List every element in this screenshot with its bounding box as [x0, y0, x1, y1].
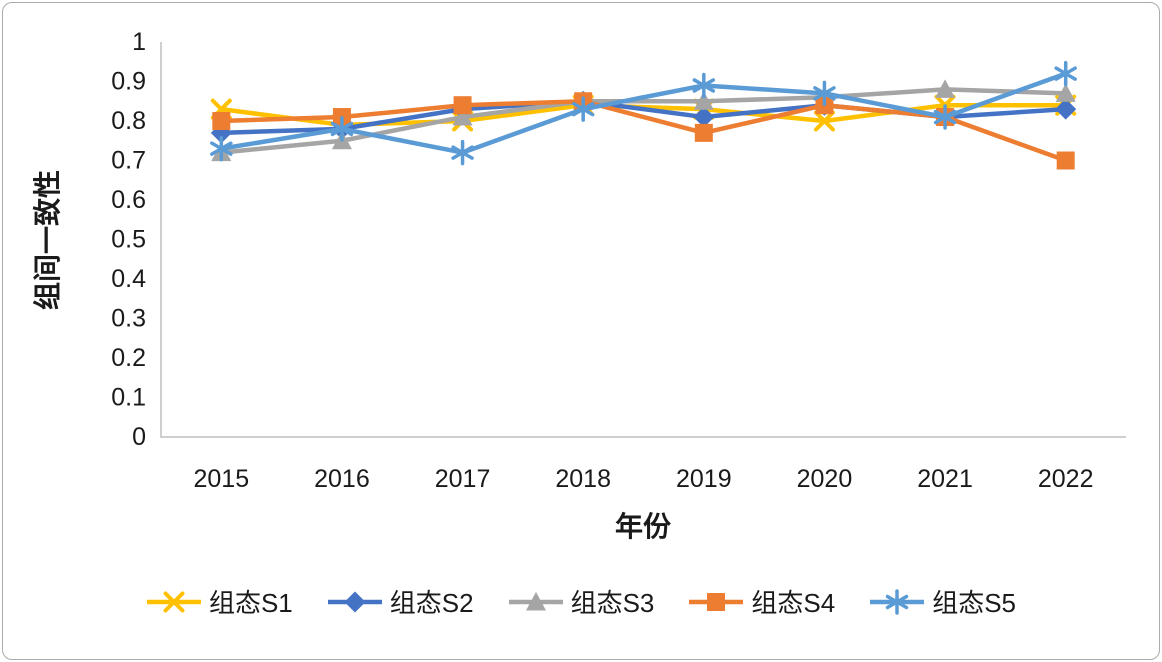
legend-swatch [327, 591, 382, 612]
legend-item-5: 组态S5 [869, 583, 1016, 620]
y-tick-label: 0.6 [111, 186, 146, 214]
x-tick-label: 2019 [676, 465, 732, 493]
triangle-marker [1055, 83, 1076, 102]
y-tick-label: 0.7 [111, 147, 146, 175]
diamond-marker [344, 591, 366, 612]
asterisk-marker [885, 588, 909, 615]
series-line [220, 71, 1067, 155]
legend-item-2: 组态S2 [327, 583, 474, 620]
square-marker [707, 592, 726, 611]
diamond-marker [1055, 98, 1077, 120]
legend-item-1: 组态S1 [146, 583, 293, 620]
square-marker [453, 96, 472, 115]
x-tick-label: 2020 [797, 465, 853, 493]
series-line [221, 87, 1066, 155]
y-tick-label: 0.5 [111, 226, 146, 254]
legend-item-3: 组态S3 [508, 583, 655, 620]
x-tick-label: 2015 [194, 465, 250, 493]
diamond-marker [693, 106, 715, 128]
legend: 组态S1 组态S2 组态S3 组态S4 组态S5 [0, 583, 1162, 620]
y-tick-label: 0.3 [111, 305, 146, 333]
square-marker [694, 123, 713, 142]
square-marker [1056, 151, 1075, 170]
y-tick-label: 0.8 [111, 107, 146, 135]
asterisk-marker [1054, 60, 1077, 87]
asterisk-marker [813, 80, 836, 107]
square-marker [212, 112, 231, 130]
legend-label: 组态S2 [389, 588, 474, 618]
asterisk-marker [692, 72, 716, 99]
asterisk-marker [210, 135, 233, 162]
legend-label: 组态S4 [751, 588, 836, 618]
triangle-marker [693, 91, 714, 110]
y-tick-label: 0 [132, 423, 146, 451]
triangle-marker [452, 107, 473, 126]
legend-label: 组态S1 [208, 588, 293, 618]
x-tick-label: 2022 [1038, 465, 1094, 493]
triangle-marker [935, 79, 956, 98]
y-tick-label: 0.9 [111, 68, 146, 96]
series-5 [210, 60, 1077, 166]
plot-area: 0 0.1 0.2 0.3 0.4 0.5 0.6 0.7 0.8 0.9 1 2015 2016 201… [111, 28, 1126, 493]
asterisk-marker [451, 139, 474, 166]
asterisk-marker [571, 96, 595, 122]
x-tick-label: 2017 [435, 465, 491, 493]
asterisk-marker [933, 104, 957, 130]
x-marker [813, 110, 835, 132]
asterisk-marker [330, 116, 354, 142]
legend-label: 组态S5 [932, 588, 1017, 618]
x-axis-title: 年份 [615, 510, 671, 542]
x-tick-label: 2018 [555, 465, 611, 493]
legend-swatch [870, 588, 925, 615]
legend-item-4: 组态S4 [688, 583, 835, 620]
triangle-marker [525, 591, 546, 610]
x-tick-label: 2021 [917, 465, 973, 493]
legend-swatch [146, 591, 201, 612]
y-tick-label: 1 [132, 28, 146, 56]
y-tick-label: 0.4 [111, 265, 146, 293]
x-marker [163, 591, 185, 612]
legend-swatch [689, 592, 744, 611]
x-tick-label: 2016 [314, 465, 370, 493]
line-chart: 0 0.1 0.2 0.3 0.4 0.5 0.6 0.7 0.8 0.9 1 2015 2016 201… [32, 28, 1126, 542]
y-tick-label: 0.1 [111, 384, 146, 412]
legend-swatch [508, 591, 563, 610]
axis-lines [160, 42, 1126, 438]
y-tick-label: 0.2 [111, 344, 146, 372]
y-axis-title: 组间一致性 [32, 170, 63, 310]
legend-label: 组态S3 [570, 588, 655, 618]
